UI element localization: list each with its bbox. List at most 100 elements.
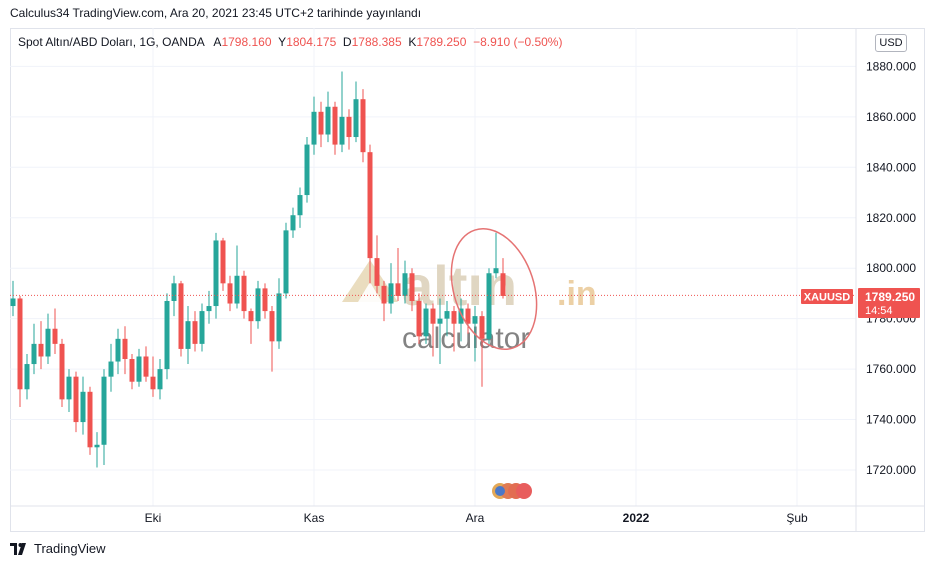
- candle[interactable]: [122, 326, 128, 375]
- candle-body: [157, 369, 163, 390]
- candle[interactable]: [339, 71, 345, 153]
- candle-body: [52, 328, 58, 344]
- candle[interactable]: [437, 298, 443, 365]
- candle-body: [129, 359, 135, 382]
- candle[interactable]: [17, 295, 23, 407]
- price-tag-countdown-text: 14:54: [865, 305, 893, 317]
- candle[interactable]: [381, 280, 387, 322]
- candle[interactable]: [31, 323, 37, 375]
- candle[interactable]: [297, 187, 303, 228]
- candle[interactable]: [73, 371, 79, 433]
- candle[interactable]: [199, 303, 205, 352]
- candle[interactable]: [304, 137, 310, 203]
- candle[interactable]: [192, 311, 198, 352]
- candle[interactable]: [500, 258, 506, 299]
- candle[interactable]: [325, 91, 331, 143]
- candle[interactable]: [164, 293, 170, 380]
- candle[interactable]: [234, 245, 240, 309]
- legend-high-value: 1804.175: [286, 35, 337, 49]
- candle-body: [283, 230, 289, 294]
- candle[interactable]: [465, 303, 471, 334]
- candle[interactable]: [332, 101, 338, 155]
- candle[interactable]: [423, 303, 429, 344]
- candle[interactable]: [45, 313, 51, 365]
- candle[interactable]: [458, 298, 464, 342]
- candle-body: [458, 308, 464, 324]
- legend-open-value: 1798.160: [221, 35, 272, 49]
- candle-body: [87, 391, 93, 448]
- candle[interactable]: [143, 346, 149, 382]
- candle[interactable]: [290, 207, 296, 238]
- candle[interactable]: [10, 280, 16, 317]
- candle-body: [150, 376, 156, 390]
- candle[interactable]: [136, 348, 142, 387]
- candle[interactable]: [171, 275, 177, 317]
- candle[interactable]: [486, 268, 492, 344]
- candle[interactable]: [318, 101, 324, 148]
- candle[interactable]: [66, 369, 72, 412]
- candle-body: [388, 283, 394, 304]
- candle[interactable]: [24, 353, 30, 400]
- y-tick-label: 1760.000: [866, 362, 916, 376]
- candle-body: [185, 321, 191, 349]
- candle-body: [479, 316, 485, 339]
- candle[interactable]: [262, 283, 268, 319]
- candle[interactable]: [444, 300, 450, 337]
- candle-body: [437, 318, 443, 324]
- candle[interactable]: [157, 359, 163, 400]
- annotation-ellipse: [450, 228, 538, 350]
- candle[interactable]: [416, 293, 422, 344]
- candle[interactable]: [185, 306, 191, 365]
- candle[interactable]: [38, 321, 44, 370]
- candle[interactable]: [248, 308, 254, 344]
- candle-body: [276, 293, 282, 342]
- candle-body: [38, 343, 44, 357]
- candle[interactable]: [276, 278, 282, 349]
- candle-body: [346, 116, 352, 138]
- time-axis: Eki Kas Ara 2022 Şub: [145, 511, 808, 525]
- candle[interactable]: [94, 432, 100, 468]
- candle[interactable]: [346, 109, 352, 150]
- candle[interactable]: [367, 144, 373, 284]
- candle[interactable]: [311, 96, 317, 155]
- candle[interactable]: [220, 237, 226, 291]
- currency-button[interactable]: USD: [875, 34, 907, 52]
- candle[interactable]: [80, 376, 86, 435]
- candle[interactable]: [227, 275, 233, 312]
- candle[interactable]: [115, 328, 121, 375]
- candle-body: [409, 273, 415, 301]
- candle[interactable]: [178, 280, 184, 357]
- candle[interactable]: [353, 81, 359, 143]
- candle[interactable]: [409, 268, 415, 312]
- candle[interactable]: [395, 248, 401, 301]
- candle[interactable]: [402, 260, 408, 304]
- candle[interactable]: [451, 306, 457, 352]
- candle[interactable]: [108, 343, 114, 392]
- candle[interactable]: [269, 306, 275, 372]
- candle-body: [318, 111, 324, 135]
- candle[interactable]: [87, 386, 93, 455]
- candle[interactable]: [101, 369, 107, 465]
- candle[interactable]: [206, 290, 212, 324]
- candle[interactable]: [283, 222, 289, 299]
- candle[interactable]: [52, 308, 58, 354]
- footer[interactable]: TradingView: [10, 541, 106, 556]
- grid-lines: [10, 28, 856, 506]
- candle-body: [451, 311, 457, 324]
- candle[interactable]: [374, 235, 380, 294]
- candle[interactable]: [388, 263, 394, 314]
- candle[interactable]: [241, 270, 247, 319]
- candle[interactable]: [430, 303, 436, 357]
- candle[interactable]: [59, 338, 65, 407]
- candle[interactable]: [493, 232, 499, 279]
- candle[interactable]: [360, 89, 366, 163]
- candle[interactable]: [255, 280, 261, 329]
- candle[interactable]: [150, 356, 156, 397]
- candle-body: [290, 215, 296, 231]
- candle-body: [444, 311, 450, 319]
- candle[interactable]: [479, 311, 485, 387]
- tradingview-logo-text: TradingView: [34, 541, 106, 556]
- candle[interactable]: [213, 232, 219, 319]
- candle[interactable]: [129, 353, 135, 390]
